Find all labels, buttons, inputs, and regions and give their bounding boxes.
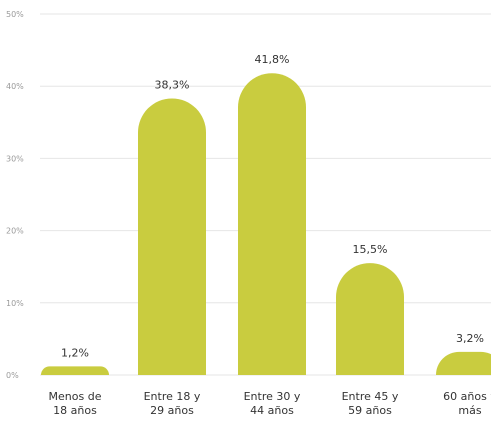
category-label-4: Entre 45 y 59 años [342, 390, 399, 417]
data-label-2: 38,3% [155, 78, 190, 91]
y-tick-label: 50% [6, 10, 24, 19]
y-tick-label: 30% [6, 154, 24, 163]
bar-5 [436, 351, 491, 375]
y-tick-label: 40% [6, 82, 24, 91]
data-label-3: 41,8% [255, 53, 290, 66]
y-tick-label: 20% [6, 227, 24, 236]
data-label-5: 3,2% [456, 332, 484, 345]
data-label-4: 15,5% [353, 243, 388, 256]
bar-1 [41, 366, 109, 375]
category-label-2: Entre 18 y 29 años [144, 390, 201, 417]
y-tick-label: 10% [6, 299, 24, 308]
bar-2 [138, 98, 206, 375]
data-label-1: 1,2% [61, 346, 89, 359]
bar-4 [336, 263, 404, 375]
category-label-5: 60 años ymás [443, 390, 491, 417]
y-tick-label: 0% [6, 371, 19, 380]
category-label-3: Entre 30 y 44 años [244, 390, 301, 417]
bar-3 [238, 73, 306, 375]
category-label-1: Menos de 18 años [49, 390, 102, 417]
